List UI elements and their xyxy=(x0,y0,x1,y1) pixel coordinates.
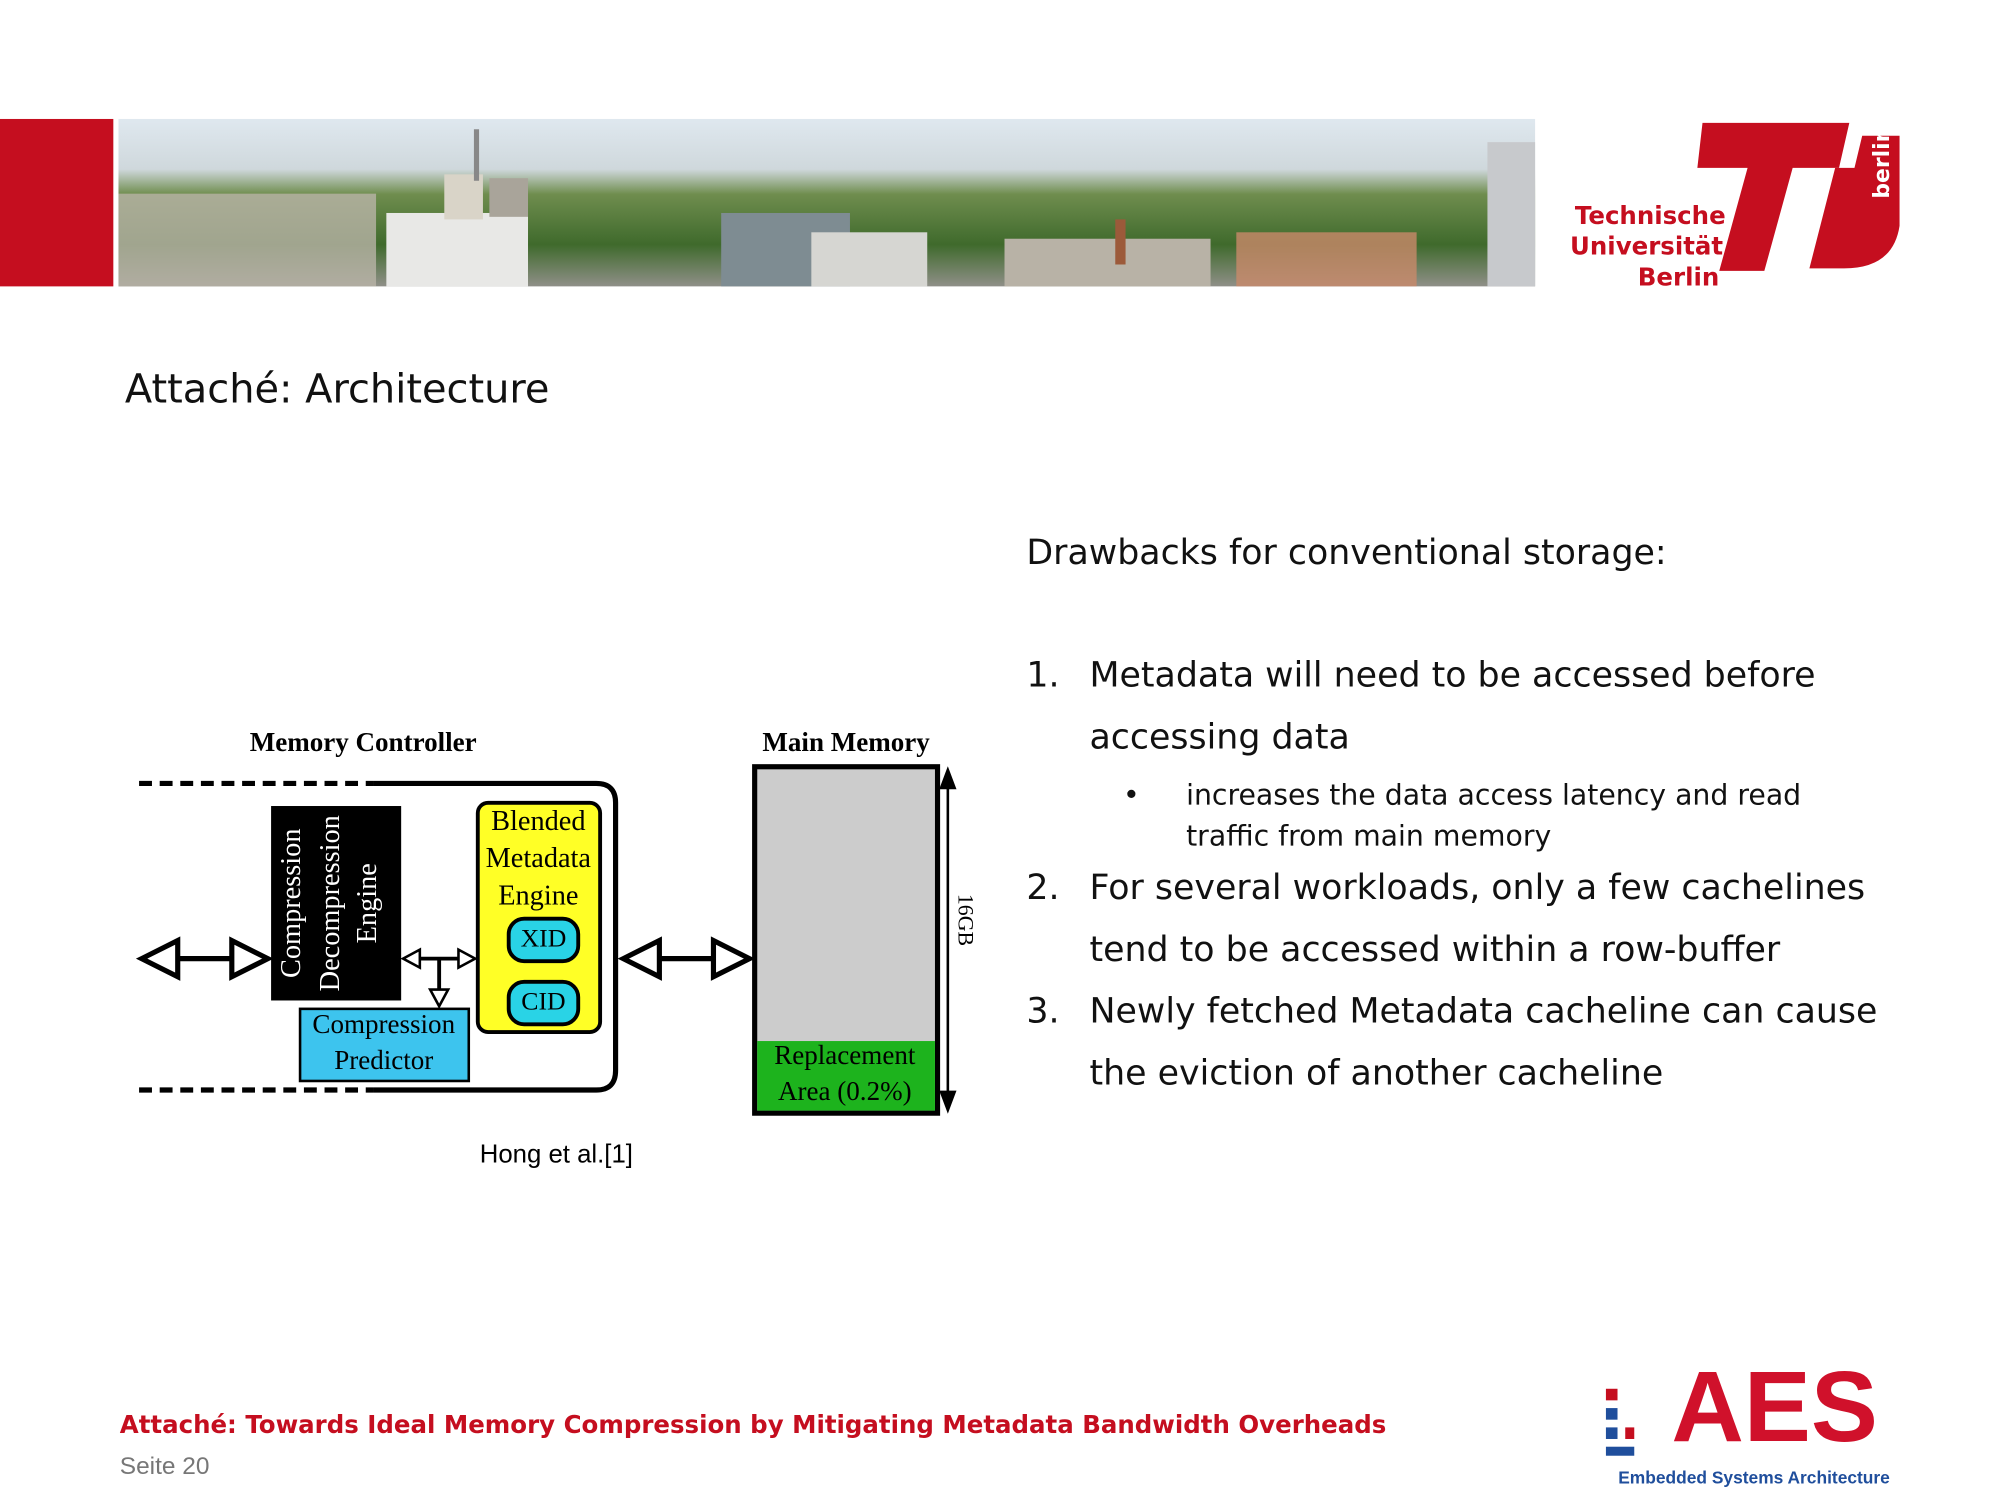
item-line: Newly fetched Metadata cacheline can cau… xyxy=(1090,992,1878,1032)
page-number: Seite 20 xyxy=(120,1453,210,1480)
logo-line: Universität xyxy=(1570,232,1723,261)
engine-label: Compression xyxy=(276,828,307,978)
aes-text: AES xyxy=(1671,1351,1878,1463)
blended-label: Metadata xyxy=(486,843,592,874)
label: Main Memory xyxy=(762,727,930,757)
size-label: 16GB xyxy=(953,894,978,946)
tu-logo: berlin Technische Universität Berlin xyxy=(1570,122,1900,292)
content: Drawbacks for conventional storage: 1. M… xyxy=(1026,533,1877,1093)
bullet: • xyxy=(1123,778,1140,811)
item-line: Metadata will need to be accessed before xyxy=(1090,656,1816,696)
aes-subtitle: Embedded Systems Architecture xyxy=(1618,1468,1890,1488)
item-number: 2. xyxy=(1026,868,1059,908)
item-line: accessing data xyxy=(1090,717,1350,757)
figure: Memory Controller Main Memory Compressio… xyxy=(135,727,978,1116)
red-block xyxy=(0,118,114,287)
sub-line: traffic from main memory xyxy=(1186,820,1551,853)
heading: Drawbacks for conventional storage: xyxy=(1026,533,1666,573)
logo-line: Technische xyxy=(1575,201,1726,230)
slide-title: Attaché: Architecture xyxy=(125,366,550,412)
blended-label: Engine xyxy=(498,881,578,912)
logo-line: Berlin xyxy=(1638,263,1719,292)
replacement-label: Replacement xyxy=(774,1040,916,1070)
logo-side: berlin xyxy=(1870,127,1895,199)
xid-label: XID xyxy=(521,924,567,953)
engine-label: Decompression xyxy=(315,815,346,991)
panorama xyxy=(118,118,1536,287)
label: Memory Controller xyxy=(250,727,477,757)
paper-title: Attaché: Towards Ideal Memory Compressio… xyxy=(120,1410,1387,1439)
sub-line: increases the data access latency and re… xyxy=(1186,778,1801,811)
predictor-label: Compression xyxy=(312,1009,455,1039)
replacement-label: Area (0.2%) xyxy=(778,1076,912,1106)
cid-label: CID xyxy=(521,987,565,1016)
engine-label: Engine xyxy=(352,863,383,943)
item-line: For several workloads, only a few cachel… xyxy=(1090,868,1866,908)
caption: Hong et al.[1] xyxy=(480,1140,633,1168)
item-number: 3. xyxy=(1026,992,1059,1032)
predictor-label: Predictor xyxy=(334,1045,433,1075)
item-line: tend to be accessed within a row-buffer xyxy=(1090,930,1781,970)
aes-logo: AES Embedded Systems Architecture xyxy=(1605,1351,1890,1488)
item-number: 1. xyxy=(1026,656,1059,696)
item-line: the eviction of another cacheline xyxy=(1090,1054,1664,1094)
blended-label: Blended xyxy=(491,806,585,837)
